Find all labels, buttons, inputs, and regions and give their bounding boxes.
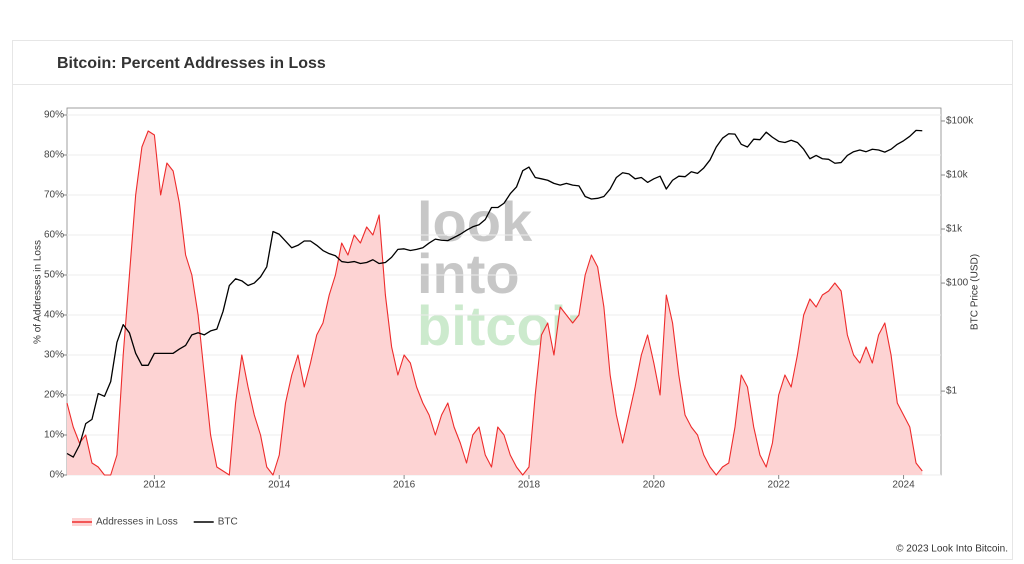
x-tick-label: 2022 (768, 480, 791, 491)
x-tick-label: 2018 (518, 480, 541, 491)
x-tick-label: 2016 (393, 480, 416, 491)
footer: © 2023 Look Into Bitcoin. (896, 544, 1008, 555)
legend-label: BTC (218, 517, 238, 528)
y-tick-label: 20% (44, 390, 64, 401)
legend-label: Addresses in Loss (96, 517, 178, 528)
series-line (66, 129, 923, 458)
y-axis-title: % of Addresses in Loss (33, 240, 44, 344)
y2-tick-label: $10k (946, 170, 969, 181)
y-tick-label: 90% (44, 110, 64, 121)
y-tick-label: 30% (44, 350, 64, 361)
watermark: into (417, 242, 520, 305)
x-tick-label: 2012 (143, 480, 166, 491)
y-tick-label: 70% (44, 190, 64, 201)
x-tick-label: 2014 (268, 480, 291, 491)
y-tick-label: 50% (44, 270, 64, 281)
area-fill (67, 131, 923, 475)
y2-tick-label: $1 (946, 386, 958, 397)
watermark: look (417, 190, 533, 253)
y2-tick-label: $100k (946, 116, 974, 127)
y-tick-label: 10% (44, 430, 64, 441)
y-tick-label: 40% (44, 310, 64, 321)
plot: 0% 10% 20% 30% 40% 50% 60% 70% 80% 90% $1 $100 $1k $1… (44, 107, 974, 491)
x-tick-label: 2024 (892, 480, 915, 491)
y-tick-label: 60% (44, 230, 64, 241)
page-title: Bitcoin: Percent Addresses in Loss (57, 55, 326, 72)
y-tick-label: 80% (44, 150, 64, 161)
y-tick-label: 0% (50, 470, 65, 481)
y2-tick-label: $1k (946, 224, 963, 235)
y2-tick-label: $100 (946, 278, 969, 289)
series-line (66, 130, 923, 476)
x-tick-label: 2020 (643, 480, 666, 491)
y2-axis-title: BTC Price (USD) (970, 254, 981, 330)
